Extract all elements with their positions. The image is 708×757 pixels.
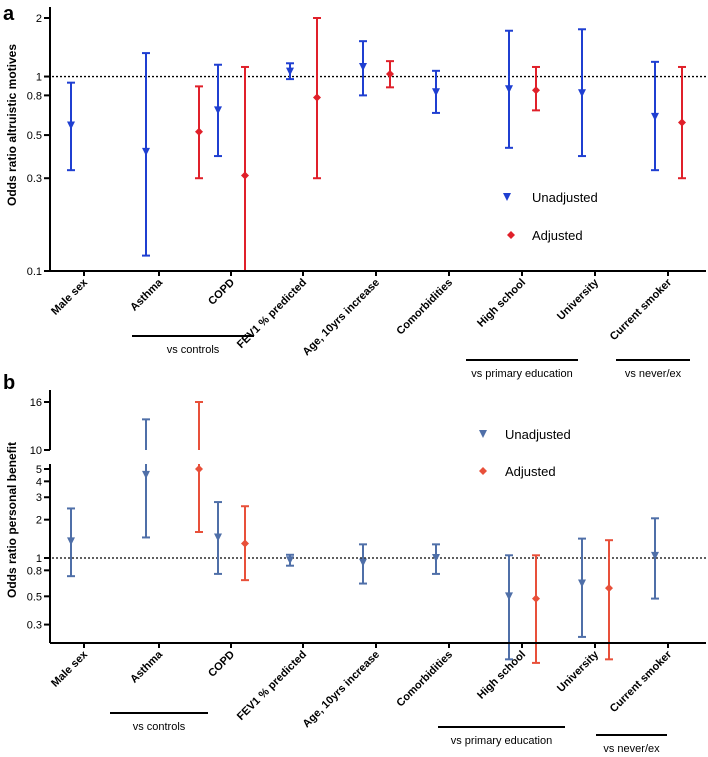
panel-b-legend-unadjusted-label: Unadjusted <box>505 427 571 442</box>
panel-b-marks <box>52 401 706 664</box>
a-y-tick-label-1: 0.3 <box>27 173 42 185</box>
a-adjusted-fev1-predicted-point <box>313 93 321 102</box>
a-y-tick-label-2: 0.5 <box>27 130 42 142</box>
a-x-label-comorbidities: Comorbidities <box>394 277 455 338</box>
b-group-label-vs-primary-education: vs primary education <box>451 735 553 747</box>
a-x-label-male-sex: Male sex <box>49 276 91 318</box>
b-x-label-university: University <box>555 648 602 695</box>
b-x-label-copd: COPD <box>206 649 237 680</box>
b-x-label-male-sex: Male sex <box>49 648 91 690</box>
a-y-tick-label-5: 2 <box>36 13 42 25</box>
a-adjusted-high-school-point <box>532 86 540 95</box>
a-unadjusted-comorbidities-point <box>432 88 440 97</box>
b-unadjusted-copd-point <box>214 533 222 542</box>
b-adjusted-high-school-ci <box>532 554 540 664</box>
a-x-label-copd: COPD <box>206 277 237 308</box>
b-y-tick-label-5: 3 <box>36 492 42 504</box>
a-unadjusted-male-sex-point <box>67 121 75 130</box>
panel-a-y-axis-label: Odds ratio altruistic motives <box>5 44 19 206</box>
b-unadjusted-university-point <box>578 579 586 588</box>
panel-b-y-ticks: 0.3 0.5 0.81 2 3 45 10 16 <box>27 397 50 632</box>
b-y-tick-label-3: 1 <box>36 553 42 565</box>
b-unadjusted-asthma-point <box>142 470 150 479</box>
b-group-label-vs-never-ex: vs never/ex <box>603 743 660 755</box>
panel-a-group-brackets: vs controls vs primary education vs never/… <box>132 335 690 380</box>
panel-a-legend: Unadjusted Adjusted <box>503 190 598 243</box>
b-y-tick-label-1: 0.5 <box>27 591 42 603</box>
a-adjusted-current-smoker-point <box>678 118 686 127</box>
b-x-label-age-10yrs-increase: Age, 10yrs increase <box>301 649 383 731</box>
panel-a-legend-adjusted-marker <box>507 231 515 239</box>
b-unadjusted-fev1-predicted-point <box>286 556 294 565</box>
a-y-tick-label-0: 0.1 <box>27 266 42 278</box>
b-unadjusted-university-ci <box>578 537 586 638</box>
b-adjusted-copd-point <box>241 539 249 548</box>
panel-b: b Odds ratio personal benefit 0.30.50.81… <box>3 372 706 755</box>
a-y-tick-label-4: 1 <box>36 72 42 84</box>
a-adjusted-asthma-point <box>195 127 203 136</box>
a-x-label-current-smoker: Current smoker <box>608 276 675 343</box>
b-unadjusted-comorbidities-point <box>432 554 440 562</box>
a-y-tick-label-3: 0.8 <box>27 90 42 102</box>
b-adjusted-university-ci <box>605 539 613 661</box>
b-x-label-current-smoker: Current smoker <box>608 648 675 715</box>
panel-b-legend-unadjusted-marker <box>479 430 487 438</box>
a-group-label-vs-primary-education: vs primary education <box>471 368 573 380</box>
a-x-label-fev1-predicted: FEV1 % predicted <box>235 277 309 351</box>
b-y-tick-label-2: 0.8 <box>27 565 42 577</box>
panel-b-legend-adjusted-label: Adjusted <box>505 464 556 479</box>
b-x-label-asthma: Asthma <box>128 648 166 686</box>
a-x-label-high-school: High school <box>475 277 528 330</box>
b-unadjusted-current-smoker-point <box>651 551 659 560</box>
panel-b-y-axis-label: Odds ratio personal benefit <box>5 442 19 598</box>
b-y-tick-label-7: 5 <box>36 464 42 476</box>
a-unadjusted-current-smoker-point <box>651 112 659 121</box>
panel-a-legend-unadjusted-marker <box>503 193 511 201</box>
b-y-tick-label-4: 2 <box>36 515 42 527</box>
a-adjusted-copd-point <box>241 171 249 180</box>
a-x-label-asthma: Asthma <box>128 276 166 314</box>
panel-b-legend: Unadjusted Adjusted <box>479 427 571 479</box>
a-group-label-vs-controls: vs controls <box>167 344 220 356</box>
panel-a-marks <box>52 17 706 272</box>
b-y-tick-label-6: 4 <box>36 476 42 488</box>
a-group-label-vs-never-ex: vs never/ex <box>625 368 682 380</box>
a-unadjusted-fev1-predicted-point <box>286 67 294 76</box>
b-group-label-vs-controls: vs controls <box>133 721 186 733</box>
a-unadjusted-copd-point <box>214 106 222 115</box>
panel-b-letter: b <box>3 372 15 394</box>
a-unadjusted-age-10yrs-increase-point <box>359 62 367 71</box>
a-unadjusted-high-school-point <box>505 85 513 94</box>
panel-a-legend-adjusted-label: Adjusted <box>532 228 583 243</box>
panel-b-legend-adjusted-marker <box>479 467 487 475</box>
panel-a-y-ticks: 0.1 0.3 0.5 0.8 1 2 <box>27 13 50 278</box>
b-y-tick-label-9: 16 <box>30 397 42 409</box>
b-x-label-comorbidities: Comorbidities <box>394 649 455 710</box>
b-x-label-fev1-predicted: FEV1 % predicted <box>235 649 309 723</box>
b-unadjusted-high-school-point <box>505 592 513 601</box>
panel-a-letter: a <box>3 3 15 25</box>
b-adjusted-high-school-point <box>532 594 540 603</box>
b-x-label-high-school: High school <box>475 649 528 702</box>
b-adjusted-asthma-point <box>195 465 203 473</box>
a-adjusted-age-10yrs-increase-point <box>386 70 394 79</box>
a-x-label-age-10yrs-increase: Age, 10yrs increase <box>301 277 383 359</box>
b-unadjusted-age-10yrs-increase-point <box>359 558 367 567</box>
b-adjusted-university-point <box>605 584 613 593</box>
a-unadjusted-asthma-point <box>142 147 150 156</box>
a-adjusted-copd-ci <box>241 65 249 272</box>
panel-b-group-brackets: vs controls vs primary education vs never/… <box>110 712 667 755</box>
a-x-label-university: University <box>555 276 602 323</box>
a-unadjusted-university-point <box>578 89 586 98</box>
b-adjusted-asthma-ci <box>195 401 203 534</box>
b-unadjusted-male-sex-point <box>67 537 75 546</box>
panel-a: a Odds ratio altruistic motives 0.10.30.… <box>3 3 706 380</box>
b-y-tick-label-0: 0.3 <box>27 620 42 632</box>
panel-a-legend-unadjusted-label: Unadjusted <box>532 190 598 205</box>
b-y-tick-label-8: 10 <box>30 445 42 457</box>
